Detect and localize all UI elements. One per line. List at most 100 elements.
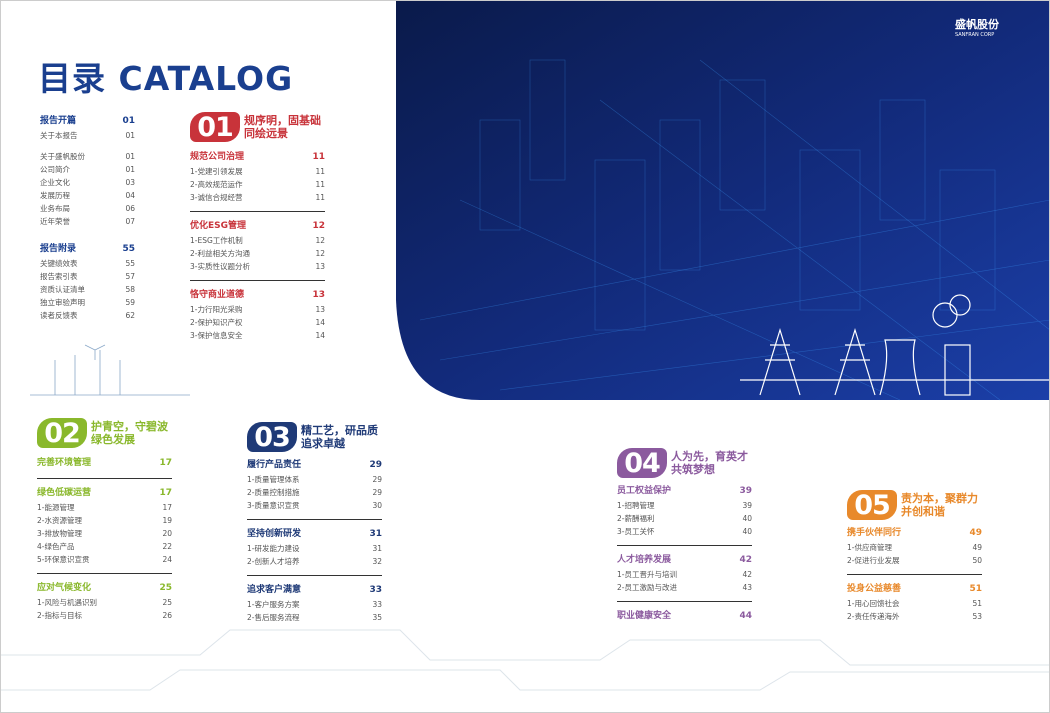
section-item-label: 2-创新人才培养: [247, 557, 300, 566]
separator: [617, 601, 752, 602]
chapter-header: 04 人为先，育英才 共筑梦想: [617, 448, 748, 479]
section-item-label: 2-水资源管理: [37, 516, 82, 525]
section-title-label: 完善环境管理: [37, 458, 92, 468]
section-item: 3-质量意识宣贯 30: [247, 499, 382, 512]
section-title-label: 职业健康安全: [617, 611, 672, 621]
chapter-number: 04: [617, 448, 667, 479]
section-item-page: 42: [742, 570, 752, 579]
section-item-page: 19: [162, 516, 172, 525]
section-item-page: 11: [315, 180, 325, 189]
front-item: 业务布局 06: [40, 202, 135, 215]
section-item: 1-供应商管理 49: [847, 541, 982, 554]
section-item-label: 2-员工激励与改进: [617, 583, 677, 592]
chapter-title-line: 精工艺，研品质: [301, 424, 378, 437]
section-item: 1-能源管理 17: [37, 501, 172, 514]
section-title: 投身公益慈善 51: [847, 582, 982, 597]
section-title-label: 追求客户满意: [247, 585, 302, 595]
section-title-page: 39: [739, 486, 752, 496]
front-item: 发展历程 04: [40, 189, 135, 202]
section-title: 完善环境管理 17: [37, 456, 172, 471]
front-item-label: 企业文化: [40, 178, 70, 187]
chapter-title: 责为本，聚群力 并创和谐: [901, 492, 978, 518]
chapter-header: 01 规序明，固基础 同绘远景: [190, 112, 321, 143]
section-item-page: 25: [162, 598, 172, 607]
chapter-number: 05: [847, 490, 897, 521]
section-item-label: 2-利益相关方沟通: [190, 249, 250, 258]
section-item-page: 32: [372, 557, 382, 566]
separator: [617, 545, 752, 546]
section-item-label: 2-责任传递海外: [847, 612, 900, 621]
section-item: 2-售后服务流程 35: [247, 611, 382, 624]
section-item-label: 1-风险与机遇识别: [37, 598, 97, 607]
section-item: 3-实质性议题分析 13: [190, 260, 325, 273]
section-item-page: 13: [315, 305, 325, 314]
front-item-label: 关于盛帆股份: [40, 152, 85, 161]
section-item-page: 35: [372, 613, 382, 622]
section-item-label: 2-高效规范运作: [190, 180, 243, 189]
logo-sub: SANFRAN CORP: [955, 32, 995, 38]
page-title: 目录 CATALOG: [38, 59, 294, 98]
chapter-title: 人为先，育英才 共筑梦想: [671, 450, 748, 476]
front-item: 公司简介 01: [40, 163, 135, 176]
front-item-page: 58: [125, 285, 135, 294]
front-title: 报告开篇 01: [40, 114, 135, 129]
section-title-page: 12: [312, 221, 325, 231]
front-item-label: 公司简介: [40, 165, 70, 174]
section-item: 2-促进行业发展 50: [847, 554, 982, 567]
section-item: 1-党建引领发展 11: [190, 165, 325, 178]
front-item-page: 62: [125, 311, 135, 320]
section-item-label: 2-保护知识产权: [190, 318, 243, 327]
front-item: 关于盛帆股份 01: [40, 150, 135, 163]
chapter-title-line: 并创和谐: [901, 505, 945, 518]
chapter-sections: 携手伙伴同行 49 1-供应商管理 49 2-促进行业发展 50 投身公益慈善 51 1-用心回…: [847, 526, 982, 623]
section-title: 绿色低碳运营 17: [37, 486, 172, 501]
section-item-label: 1-客户服务方案: [247, 600, 300, 609]
chapter-title-line: 绿色发展: [91, 433, 135, 446]
chapter-title-line: 责为本，聚群力: [901, 492, 978, 505]
chapter-title-line: 规序明，固基础: [244, 114, 321, 127]
section-item-label: 2-指标与目标: [37, 611, 82, 620]
logo-name: 盛帆股份: [955, 18, 999, 31]
front-item-label: 业务布局: [40, 204, 70, 213]
section-item: 2-薪酬福利 40: [617, 512, 752, 525]
section-title-label: 履行产品责任: [247, 460, 302, 470]
section-item-page: 40: [742, 514, 752, 523]
section-item: 2-保护知识产权 14: [190, 316, 325, 329]
section-title: 职业健康安全 44: [617, 609, 752, 624]
section-title-label: 坚持创新研发: [247, 529, 302, 539]
section-item-label: 4-绿色产品: [37, 542, 75, 551]
section-item-page: 14: [315, 331, 325, 340]
section-item-page: 24: [162, 555, 172, 564]
section-title-page: 13: [312, 290, 325, 300]
section-item-label: 1-ESG工作机制: [190, 236, 243, 245]
front-item-label: 读者反馈表: [40, 311, 78, 320]
section-title: 履行产品责任 29: [247, 458, 382, 473]
section-item-label: 2-促进行业发展: [847, 556, 900, 565]
chapter-title-line: 护青空，守碧波: [91, 420, 168, 433]
chapter-title: 精工艺，研品质 追求卓越: [301, 424, 378, 450]
section-item: 2-水资源管理 19: [37, 514, 172, 527]
section-item: 1-员工晋升与培训 42: [617, 568, 752, 581]
chapter-sections: 员工权益保护 39 1-招聘管理 39 2-薪酬福利 40 3-员工关怀 40 人才培养发展 42…: [617, 484, 752, 624]
front-item-label: 关键绩效表: [40, 259, 78, 268]
front-item-page: 01: [125, 131, 135, 140]
section-title: 人才培养发展 42: [617, 553, 752, 568]
section-title-label: 投身公益慈善: [847, 584, 902, 594]
section-item-label: 3-排放物管理: [37, 529, 82, 538]
section-title-page: 17: [159, 458, 172, 468]
section-title: 坚持创新研发 31: [247, 527, 382, 542]
section-item-label: 1-能源管理: [37, 503, 75, 512]
section-item-page: 43: [742, 583, 752, 592]
section-title: 优化ESG管理 12: [190, 219, 325, 234]
section-title-page: 11: [312, 152, 325, 162]
front-item-page: 55: [125, 259, 135, 268]
front-item-page: 01: [125, 152, 135, 161]
chapter-title: 规序明，固基础 同绘远景: [244, 114, 321, 140]
chapter-sections: 完善环境管理 17 绿色低碳运营 17 1-能源管理 17 2-水资源管理 19 3-排放物管理…: [37, 456, 172, 622]
section-item: 1-研发能力建设 31: [247, 542, 382, 555]
section-item-label: 1-党建引领发展: [190, 167, 243, 176]
section-item-page: 49: [972, 543, 982, 552]
section-item-page: 22: [162, 542, 172, 551]
section-title-label: 人才培养发展: [617, 555, 672, 565]
